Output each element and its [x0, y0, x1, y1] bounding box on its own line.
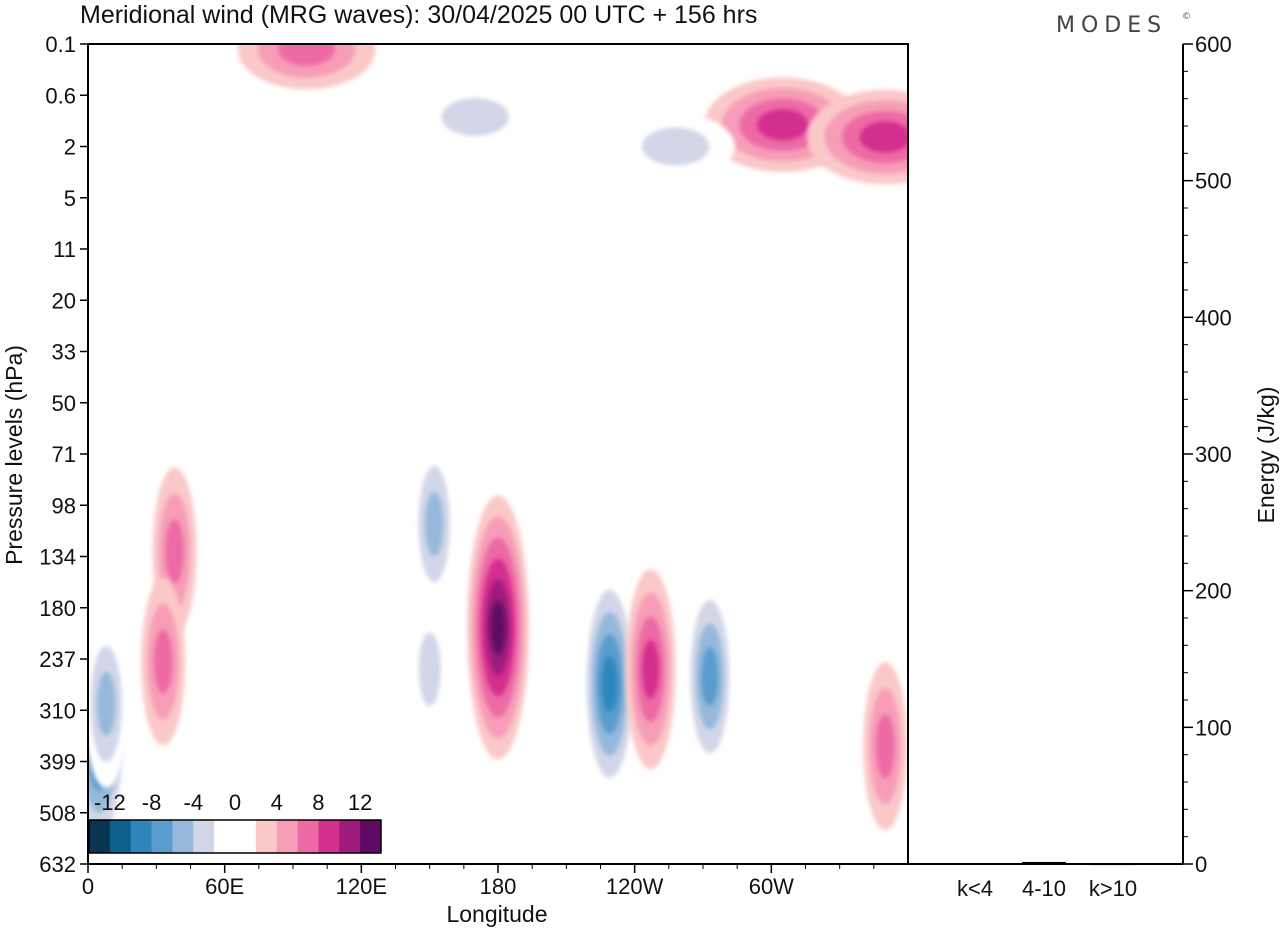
colorbar-swatch-8 — [255, 820, 278, 853]
energy-bar-0 — [953, 863, 997, 865]
energy-bars — [953, 861, 1135, 866]
contour-band-11-3 — [757, 109, 809, 141]
y-tick-label-8: 71 — [52, 442, 76, 467]
energy-bar-1 — [1022, 861, 1066, 864]
energy-category-1: 4-10 — [1022, 876, 1066, 901]
y-tick-label-3: 5 — [64, 186, 76, 211]
y-tick-label-5: 20 — [52, 288, 76, 313]
y-tick-label-14: 399 — [39, 750, 76, 775]
colorbar-label-0: -12 — [94, 790, 126, 815]
contour-band-7-4 — [601, 655, 618, 712]
contour-band-8-3 — [642, 639, 660, 699]
colorbar-swatch-12 — [339, 820, 361, 853]
colorbar-label-4: 4 — [271, 790, 283, 815]
energy-tick-label-1: 100 — [1195, 715, 1232, 740]
longitude-axis: 0 60E 120E 180 120W 60W — [82, 864, 875, 899]
y-tick-label-11: 180 — [39, 596, 76, 621]
contour-band-1-2 — [96, 671, 116, 736]
contour-band-12-3 — [859, 121, 908, 153]
colorbar-swatch-6 — [214, 820, 236, 853]
x-tick-label-4: 120W — [606, 874, 664, 899]
y-tick-label-16: 632 — [39, 852, 76, 877]
y-tick-label-7: 50 — [52, 391, 76, 416]
colorbar-label-5: 8 — [312, 790, 324, 815]
colorbar-swatch-7 — [235, 820, 257, 853]
contour-band-2-2 — [165, 519, 184, 584]
colorbar-swatch-9 — [276, 820, 299, 853]
colorbar-swatch-11 — [318, 820, 340, 853]
y-tick-label-0: 0.1 — [45, 32, 76, 57]
colorbar-swatch-1 — [109, 820, 132, 853]
energy-tick-label-6: 600 — [1195, 32, 1232, 57]
x-tick-label-0: 0 — [82, 874, 94, 899]
energy-bar-2 — [1091, 863, 1135, 866]
y-tick-label-12: 237 — [39, 647, 76, 672]
brand-mark: © — [1182, 12, 1191, 22]
colorbar: -12 -8 -4 0 4 8 12 — [88, 790, 382, 854]
contour-band-6-5 — [490, 600, 506, 655]
energy-axis: 0 100 200 300 400 500 600 — [1183, 32, 1232, 877]
colorbar-swatch-3 — [151, 820, 173, 853]
contour-band-10-2 — [875, 714, 895, 779]
colorbar-swatch-0 — [89, 820, 111, 853]
y-tick-label-13: 310 — [39, 698, 76, 723]
x-tick-label-1: 60E — [205, 874, 244, 899]
colorbar-swatch-2 — [130, 820, 153, 853]
y-tick-label-1: 0.6 — [45, 83, 76, 108]
x-tick-label-3: 180 — [480, 874, 517, 899]
colorbar-label-2: -4 — [184, 790, 204, 815]
energy-tick-label-3: 300 — [1195, 442, 1232, 467]
contour-band-15-1 — [642, 127, 710, 166]
colorbar-swatch-4 — [172, 820, 194, 853]
contour-band-3-2 — [153, 629, 173, 694]
y-tick-label-9: 98 — [52, 493, 76, 518]
contour-band-13-2 — [278, 44, 335, 66]
y-tick-label-15: 508 — [39, 801, 76, 826]
colorbar-swatch-10 — [297, 820, 319, 853]
colorbar-label-6: 12 — [348, 790, 372, 815]
x-axis-label: Longitude — [446, 901, 547, 927]
contour-band-5-2 — [424, 492, 444, 557]
brand-name: MODES — [1056, 13, 1167, 38]
energy-tick-label-2: 200 — [1195, 579, 1232, 604]
energy-category-0: k<4 — [957, 876, 993, 901]
x-tick-label-2: 120E — [336, 874, 387, 899]
pressure-axis: 0.1 0.6 2 5 11 20 33 50 71 98 134 180 237 310 399 508 63… — [39, 32, 88, 877]
y-tick-label-2: 2 — [64, 135, 76, 160]
energy-tick-label-4: 400 — [1195, 305, 1232, 330]
colorbar-label-3: 0 — [229, 790, 241, 815]
y-tick-label-6: 33 — [52, 340, 76, 365]
chart-title: Meridional wind (MRG waves): 30/04/2025 … — [80, 1, 757, 29]
energy-category-2: k>10 — [1089, 876, 1137, 901]
y-tick-label-4: 11 — [53, 237, 76, 262]
x-tick-label-5: 60W — [749, 874, 794, 899]
colorbar-swatch-13 — [360, 820, 382, 853]
energy-categories: k<4 4-10 k>10 — [957, 876, 1137, 901]
energy-axis-label: Energy (J/kg) — [1253, 387, 1279, 524]
colorbar-label-1: -8 — [142, 790, 162, 815]
contour-band-4-1 — [418, 632, 441, 707]
contour-band-9-3 — [701, 647, 719, 707]
contour-band-14-1 — [441, 98, 509, 136]
colorbar-swatch-5 — [193, 820, 215, 853]
heatmap-contours — [88, 44, 908, 857]
energy-tick-label-0: 0 — [1195, 852, 1207, 877]
modes-logo: MODES © — [1056, 12, 1191, 38]
energy-tick-label-5: 500 — [1195, 169, 1232, 194]
y-axis-label: Pressure levels (hPa) — [1, 345, 27, 565]
y-tick-label-10: 134 — [39, 545, 76, 570]
